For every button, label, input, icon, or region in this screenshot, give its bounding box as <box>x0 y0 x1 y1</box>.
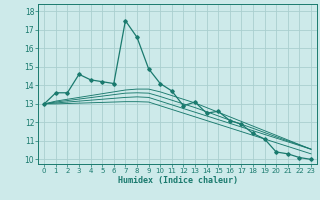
X-axis label: Humidex (Indice chaleur): Humidex (Indice chaleur) <box>118 176 238 185</box>
